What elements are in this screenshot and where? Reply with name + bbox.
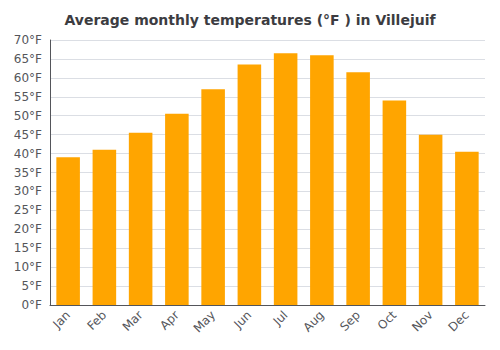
svg-text:Apr: Apr xyxy=(157,308,182,333)
svg-text:50°F: 50°F xyxy=(14,109,42,123)
svg-text:35°F: 35°F xyxy=(14,166,42,180)
svg-text:Nov: Nov xyxy=(409,308,435,334)
svg-text:Aug: Aug xyxy=(300,308,326,334)
svg-text:Dec: Dec xyxy=(446,308,472,334)
svg-text:10°F: 10°F xyxy=(14,260,42,274)
svg-text:65°F: 65°F xyxy=(14,52,42,66)
svg-text:15°F: 15°F xyxy=(14,241,42,255)
svg-text:Jul: Jul xyxy=(270,308,291,329)
svg-text:70°F: 70°F xyxy=(14,33,42,47)
svg-text:Sep: Sep xyxy=(337,308,363,334)
svg-text:60°F: 60°F xyxy=(14,71,42,85)
svg-text:25°F: 25°F xyxy=(14,203,42,217)
svg-text:0°F: 0°F xyxy=(21,298,42,312)
svg-text:5°F: 5°F xyxy=(21,279,42,293)
svg-text:Feb: Feb xyxy=(84,308,109,333)
svg-text:Mar: Mar xyxy=(120,308,146,334)
svg-text:30°F: 30°F xyxy=(14,184,42,198)
svg-text:20°F: 20°F xyxy=(14,222,42,236)
svg-text:Average monthly temperatures (: Average monthly temperatures (°F ) in Vi… xyxy=(64,12,436,28)
svg-text:Oct: Oct xyxy=(375,308,400,333)
svg-text:May: May xyxy=(191,308,218,335)
svg-text:55°F: 55°F xyxy=(14,90,42,104)
svg-text:45°F: 45°F xyxy=(14,128,42,142)
svg-text:Jan: Jan xyxy=(49,308,73,332)
svg-text:Jun: Jun xyxy=(230,308,254,332)
svg-text:40°F: 40°F xyxy=(14,147,42,161)
